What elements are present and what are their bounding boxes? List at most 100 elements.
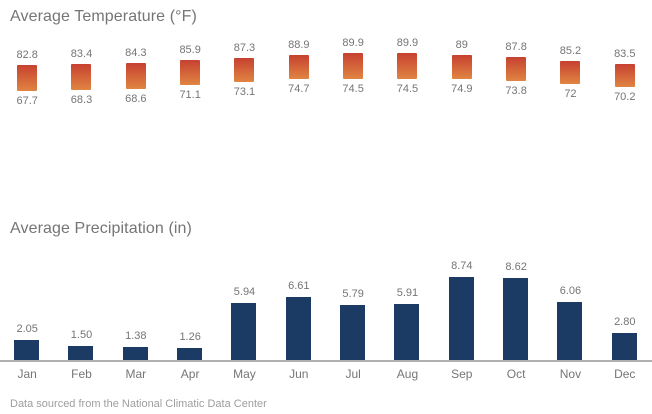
precip-bar <box>394 303 420 360</box>
precip-value-label: 8.74 <box>451 259 473 272</box>
precip-column-aug: 5.91 <box>380 240 434 360</box>
x-axis-line <box>0 360 652 362</box>
precip-value-label: 2.05 <box>16 323 38 336</box>
temp-high-label: 87.8 <box>505 40 527 53</box>
temp-range-bar <box>397 53 418 80</box>
precip-bar <box>231 303 257 360</box>
temp-high-label: 85.9 <box>179 43 201 56</box>
precip-bar <box>177 347 203 360</box>
temp-high-label: 82.8 <box>16 49 38 62</box>
precip-column-sep: 8.74 <box>435 240 489 360</box>
precip-bar <box>340 304 366 360</box>
precip-value-label: 6.61 <box>288 279 310 292</box>
precip-column-jun: 6.61 <box>272 240 326 360</box>
temp-low-label: 74.7 <box>288 83 310 95</box>
temp-high-label: 89.9 <box>342 37 364 50</box>
temp-low-label: 74.5 <box>342 83 364 96</box>
temp-column-jun: 88.9 74.7 <box>272 28 326 188</box>
month-label-aug: Aug <box>396 367 419 381</box>
precip-bar <box>503 277 529 360</box>
temp-low-label: 74.5 <box>396 83 419 96</box>
precip-value-label: 5.79 <box>342 287 364 300</box>
temp-low-label: 71.1 <box>179 89 201 102</box>
temp-column-oct: 87.8 73.8 <box>489 28 543 188</box>
precip-column-apr: 1.26 <box>163 240 217 360</box>
temp-range-bar <box>560 61 581 84</box>
month-label-oct: Oct <box>506 367 526 381</box>
temperature-chart-section: Average Temperature (°F) 82.8 67.7 83.4 68.… <box>0 0 652 188</box>
precip-bar <box>285 296 311 360</box>
temp-range-bar <box>71 64 92 90</box>
precip-bar <box>122 346 148 360</box>
temp-column-nov: 85.2 72 <box>543 28 597 188</box>
temp-range-bar <box>451 54 472 79</box>
temp-low-label: 73.1 <box>233 85 256 98</box>
precip-column-dec: 2.80 <box>598 240 652 360</box>
temp-range-bar <box>234 57 255 82</box>
temp-column-aug: 89.9 74.5 <box>380 28 434 188</box>
temp-column-dec: 83.5 70.2 <box>598 28 652 188</box>
precipitation-plot-area: 2.05 1.50 1.38 1.26 5.94 6.61 5.79 5.91 8.74 8.62… <box>0 240 652 360</box>
precip-column-jul: 5.79 <box>326 240 380 360</box>
precip-column-jan: 2.05 <box>0 240 54 360</box>
month-label-mar: Mar <box>125 367 147 381</box>
precip-value-label: 2.80 <box>614 316 636 329</box>
month-label-jun: Jun <box>289 367 309 381</box>
precip-bar <box>448 276 474 360</box>
precipitation-chart-title: Average Precipitation (in) <box>10 220 192 237</box>
temp-high-label: 83.5 <box>614 48 636 61</box>
precip-bar <box>611 333 637 360</box>
precipitation-chart-section: Average Precipitation (in) 2.05 1.50 1.38 1… <box>0 212 652 386</box>
precip-column-nov: 6.06 <box>543 240 597 360</box>
temp-range-bar <box>506 56 527 81</box>
month-label-may: May <box>233 367 256 381</box>
data-source-note: Data sourced from the National Climatic … <box>10 398 267 410</box>
precip-value-label: 1.26 <box>179 330 201 343</box>
temp-high-label: 85.2 <box>559 45 582 58</box>
precip-column-mar: 1.38 <box>109 240 163 360</box>
temp-column-may: 87.3 73.1 <box>217 28 271 188</box>
month-label-feb: Feb <box>71 367 92 381</box>
precip-bar <box>68 345 94 360</box>
temp-high-label: 87.3 <box>233 41 256 54</box>
precip-column-may: 5.94 <box>217 240 271 360</box>
temp-high-label: 89.9 <box>396 37 419 50</box>
month-label-apr: Apr <box>180 367 200 381</box>
precip-bar <box>557 302 583 360</box>
temp-range-bar <box>180 59 201 86</box>
month-label-dec: Dec <box>614 367 636 381</box>
precip-value-label: 6.06 <box>559 285 582 298</box>
temp-low-label: 68.6 <box>125 93 147 106</box>
temp-column-jan: 82.8 67.7 <box>0 28 54 188</box>
temp-column-jul: 89.9 74.5 <box>326 28 380 188</box>
temp-column-mar: 84.3 68.6 <box>109 28 163 188</box>
precip-value-label: 5.91 <box>396 286 419 299</box>
month-label-jan: Jan <box>17 367 37 381</box>
temp-column-apr: 85.9 71.1 <box>163 28 217 188</box>
temp-high-label: 83.4 <box>70 48 93 61</box>
temp-low-label: 67.7 <box>16 94 38 107</box>
temp-low-label: 72 <box>564 87 577 100</box>
month-label-sep: Sep <box>451 367 473 381</box>
temp-low-label: 68.3 <box>70 93 93 106</box>
temp-range-bar <box>343 53 364 80</box>
temp-low-label: 74.9 <box>451 82 473 95</box>
temp-range-bar <box>17 65 38 91</box>
temp-high-label: 88.9 <box>288 38 310 51</box>
temp-low-label: 73.8 <box>505 84 527 97</box>
temperature-chart-title: Average Temperature (°F) <box>10 8 197 25</box>
temp-range-bar <box>614 64 635 87</box>
temperature-plot-area: 82.8 67.7 83.4 68.3 84.3 68.6 85.9 71.1 87.3 73.1… <box>0 28 652 188</box>
precip-column-oct: 8.62 <box>489 240 543 360</box>
temp-high-label: 89 <box>455 38 468 51</box>
temp-high-label: 84.3 <box>125 46 147 59</box>
precip-value-label: 5.94 <box>233 286 256 299</box>
month-label-nov: Nov <box>559 367 582 381</box>
precip-value-label: 1.38 <box>125 329 147 342</box>
temp-column-feb: 83.4 68.3 <box>54 28 108 188</box>
precip-value-label: 8.62 <box>505 260 527 273</box>
precip-bar <box>14 340 40 360</box>
month-axis-labels: Jan Feb Mar Apr May Jun Jul Aug Sep Oct Nov Dec <box>0 362 652 386</box>
temp-low-label: 70.2 <box>614 90 636 103</box>
